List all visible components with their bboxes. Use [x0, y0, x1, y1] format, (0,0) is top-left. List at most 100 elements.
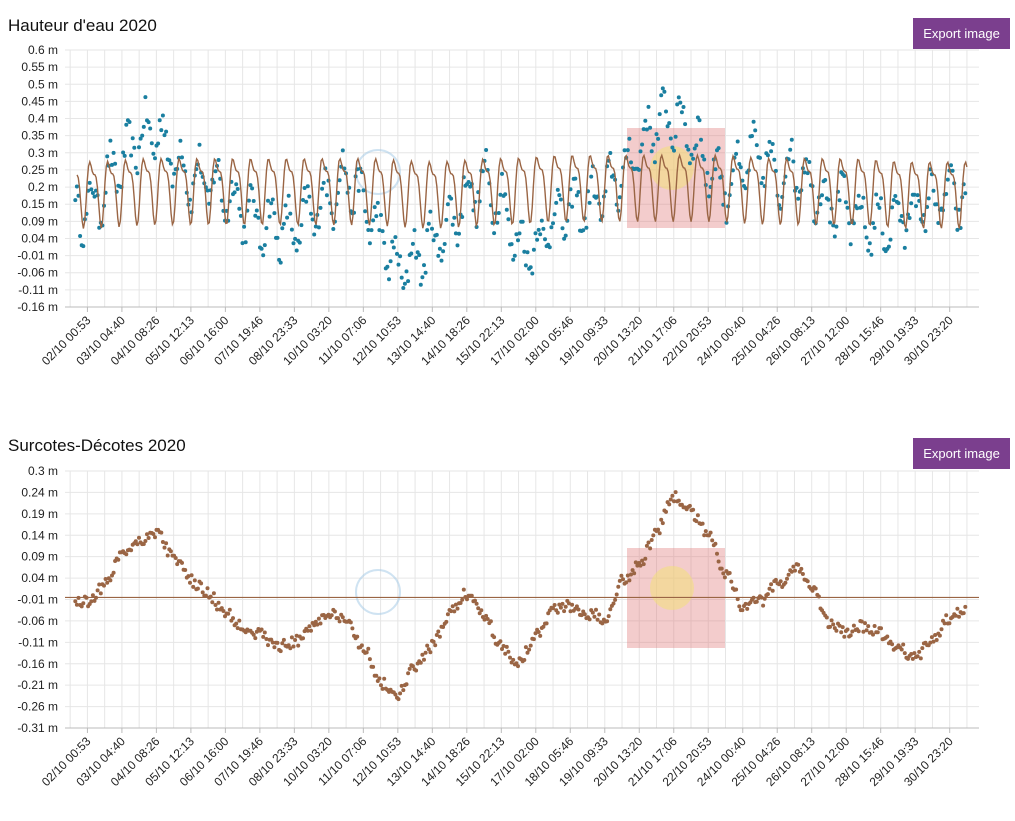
- data-point: [391, 245, 396, 250]
- data-point: [412, 228, 417, 233]
- data-point: [156, 141, 161, 146]
- data-point: [842, 174, 847, 178]
- data-point: [453, 231, 458, 236]
- data-point: [439, 258, 444, 263]
- data-point: [866, 624, 871, 629]
- data-point: [800, 572, 805, 576]
- data-point: [425, 643, 430, 648]
- data-point: [848, 242, 853, 247]
- data-point: [595, 617, 600, 622]
- data-point: [395, 251, 399, 256]
- export-image-button[interactable]: Export image: [913, 438, 1010, 469]
- data-point: [442, 242, 447, 246]
- data-point: [654, 132, 659, 137]
- data-point: [898, 218, 903, 223]
- data-point: [687, 503, 692, 508]
- data-point: [262, 243, 267, 248]
- data-point: [492, 231, 497, 236]
- data-point: [178, 138, 183, 143]
- data-point: [917, 649, 922, 654]
- data-point: [488, 619, 493, 624]
- data-point: [869, 252, 874, 257]
- data-point: [619, 573, 624, 578]
- data-point: [557, 193, 562, 198]
- water-height-plot: 0.6 m 0.55 m 0.5 m 0.45 m 0.4 m 0.35 m 0.3 m 0.…: [17, 43, 979, 368]
- data-point: [912, 651, 917, 656]
- data-point: [740, 608, 745, 613]
- data-point: [673, 490, 678, 495]
- data-point: [805, 579, 810, 584]
- data-point: [111, 570, 116, 575]
- data-point: [551, 221, 555, 226]
- data-point: [402, 281, 407, 286]
- data-point: [831, 622, 836, 627]
- data-point: [388, 259, 393, 264]
- data-point: [186, 574, 191, 579]
- data-point: [691, 507, 696, 512]
- data-point: [195, 586, 200, 591]
- data-point: [210, 600, 215, 605]
- y-tick-label: 0.04 m: [21, 571, 58, 585]
- data-point: [541, 624, 546, 629]
- data-point: [321, 180, 326, 185]
- data-point: [305, 628, 310, 633]
- data-point: [449, 609, 454, 614]
- data-point: [562, 609, 567, 614]
- data-point: [420, 275, 425, 280]
- data-point: [523, 645, 528, 650]
- data-point: [957, 207, 961, 212]
- data-point: [450, 222, 455, 227]
- data-point: [393, 235, 398, 240]
- data-point: [461, 587, 466, 592]
- data-point: [643, 118, 648, 123]
- data-point: [436, 629, 441, 634]
- data-point: [495, 220, 500, 225]
- data-point: [399, 275, 404, 280]
- data-point: [947, 621, 952, 626]
- export-image-button[interactable]: Export image: [913, 18, 1010, 49]
- data-point: [667, 121, 672, 126]
- data-point: [433, 643, 438, 648]
- data-point: [164, 129, 169, 134]
- data-point: [293, 638, 298, 642]
- data-point: [312, 232, 317, 237]
- data-point: [581, 228, 586, 233]
- data-point: [902, 651, 907, 656]
- data-point: [500, 171, 504, 176]
- data-point: [227, 607, 232, 612]
- data-point: [444, 619, 449, 624]
- data-point: [321, 613, 326, 617]
- y-tick-label: -0.16 m: [17, 300, 58, 314]
- y-tick-label: 0.14 m: [21, 528, 58, 542]
- data-point: [246, 198, 251, 203]
- data-point: [700, 154, 705, 158]
- observed-points: [73, 86, 968, 290]
- data-point: [514, 232, 519, 237]
- data-point: [533, 631, 538, 636]
- data-point: [641, 562, 646, 567]
- data-point: [105, 580, 110, 585]
- data-point: [132, 145, 137, 150]
- data-point: [293, 236, 298, 241]
- data-point: [920, 646, 925, 651]
- data-point: [845, 627, 850, 632]
- data-point: [522, 249, 527, 254]
- data-point: [527, 647, 532, 652]
- data-point: [904, 228, 909, 233]
- data-point: [656, 527, 661, 532]
- data-point: [629, 572, 633, 577]
- data-point: [157, 118, 162, 123]
- data-point: [890, 205, 895, 210]
- y-tick-label: -0.16 m: [17, 657, 58, 671]
- data-point: [219, 198, 224, 203]
- data-point: [608, 607, 613, 612]
- data-point: [659, 517, 664, 522]
- data-point: [332, 609, 337, 614]
- data-point: [863, 621, 867, 626]
- data-point: [562, 236, 567, 241]
- data-point: [538, 633, 543, 638]
- data-point: [528, 265, 533, 270]
- data-point: [503, 192, 508, 197]
- data-point: [160, 113, 165, 118]
- data-point: [839, 630, 844, 635]
